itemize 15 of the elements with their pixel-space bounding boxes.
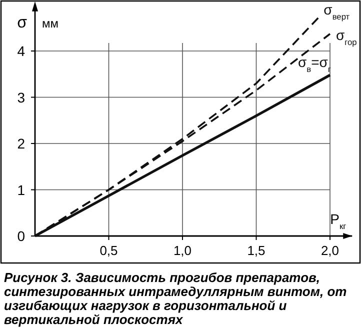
text: Рисунок 3. Зависимость прогибов препаратов, синтезированных интрамедуллярным винтом, от изгибающих нагрузок в горизонтальной и вертикальной плоскостях (4, 270, 348, 327)
y-tick-label: 0 (17, 228, 26, 244)
series-label: σ$_{гор}$ (336, 26, 358, 47)
series-label: σ$_{верт}$ (324, 1, 350, 22)
y-axis-title: σ мм (17, 14, 58, 32)
y-tick-label: 4 (17, 43, 26, 59)
y-tick-label: 2 (17, 136, 26, 152)
x-tick-label: 0,5 (100, 243, 118, 258)
y-tick-label: 1 (17, 182, 26, 198)
x-tick-label: 2,0 (320, 243, 340, 258)
y-tick-label: 3 (17, 89, 26, 106)
series-label: σ$_{в}$=σ$_{г}$ (298, 54, 331, 74)
x-axis-title: P$_{кг}$ (330, 211, 346, 231)
x-tick-label: 1,0 (173, 243, 192, 258)
x-tick-label: 1,5 (247, 243, 266, 258)
